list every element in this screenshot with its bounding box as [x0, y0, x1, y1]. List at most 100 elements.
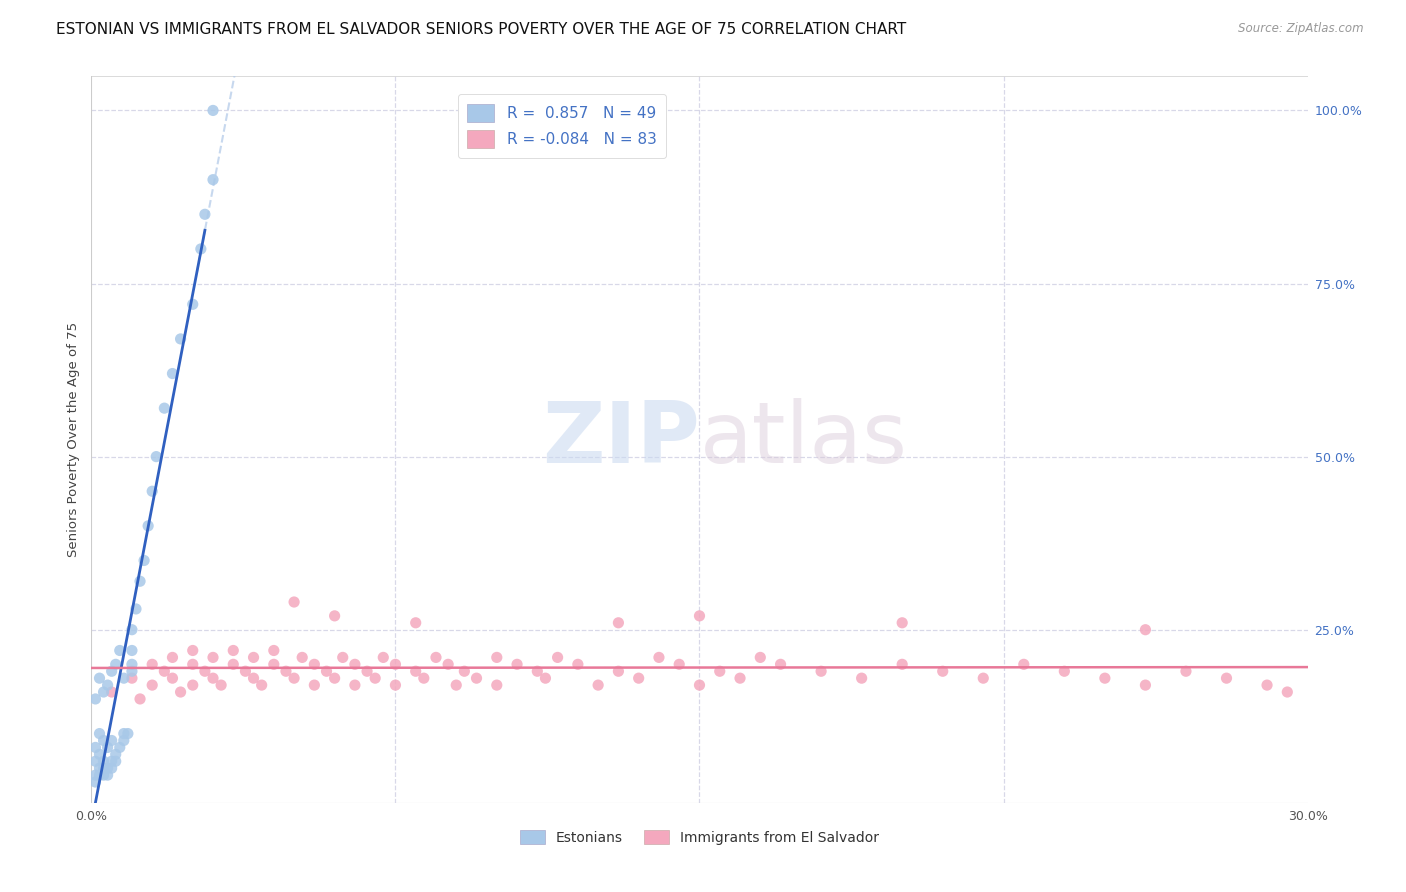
Point — [688, 608, 710, 623]
Point — [84, 692, 107, 706]
Point — [567, 657, 589, 672]
Point — [141, 657, 163, 672]
Point — [84, 754, 107, 768]
Point — [931, 665, 953, 679]
Point — [373, 650, 395, 665]
Point — [851, 671, 873, 685]
Text: ESTONIAN VS IMMIGRANTS FROM EL SALVADOR SENIORS POVERTY OVER THE AGE OF 75 CORRE: ESTONIAN VS IMMIGRANTS FROM EL SALVADOR … — [56, 22, 907, 37]
Point — [688, 678, 710, 692]
Point — [93, 685, 115, 699]
Point — [100, 665, 122, 679]
Point — [121, 671, 143, 685]
Point — [323, 608, 346, 623]
Point — [153, 401, 176, 416]
Point — [145, 450, 167, 464]
Point — [444, 678, 467, 692]
Text: ZIP: ZIP — [541, 398, 699, 481]
Point — [190, 242, 212, 256]
Point — [222, 643, 245, 657]
Point — [112, 671, 135, 685]
Point — [84, 775, 107, 789]
Point — [84, 768, 107, 782]
Point — [343, 657, 366, 672]
Point — [93, 761, 115, 775]
Point — [1215, 671, 1237, 685]
Point — [356, 665, 378, 679]
Point — [125, 602, 148, 616]
Point — [453, 665, 475, 679]
Point — [93, 733, 115, 747]
Point — [405, 665, 427, 679]
Point — [104, 747, 127, 762]
Point — [485, 650, 508, 665]
Point — [526, 665, 548, 679]
Text: atlas: atlas — [699, 398, 907, 481]
Point — [108, 643, 131, 657]
Point — [104, 657, 127, 672]
Point — [117, 726, 139, 740]
Point — [405, 615, 427, 630]
Point — [202, 671, 225, 685]
Point — [169, 685, 191, 699]
Point — [108, 740, 131, 755]
Point — [485, 678, 508, 692]
Point — [235, 665, 257, 679]
Point — [97, 740, 120, 755]
Point — [162, 650, 184, 665]
Legend: Estonians, Immigrants from El Salvador: Estonians, Immigrants from El Salvador — [515, 824, 884, 850]
Point — [104, 754, 127, 768]
Point — [89, 671, 111, 685]
Point — [242, 671, 264, 685]
Point — [93, 754, 115, 768]
Point — [810, 665, 832, 679]
Point — [972, 671, 994, 685]
Point — [749, 650, 772, 665]
Point — [129, 692, 152, 706]
Point — [97, 768, 120, 782]
Point — [141, 484, 163, 499]
Point — [162, 367, 184, 381]
Point — [202, 650, 225, 665]
Point — [194, 207, 217, 221]
Point — [181, 657, 204, 672]
Point — [291, 650, 314, 665]
Point — [1277, 685, 1299, 699]
Point — [1256, 678, 1278, 692]
Point — [121, 623, 143, 637]
Point — [364, 671, 387, 685]
Point — [194, 665, 217, 679]
Point — [607, 665, 630, 679]
Point — [129, 574, 152, 589]
Point — [607, 615, 630, 630]
Point — [315, 665, 337, 679]
Point — [100, 754, 122, 768]
Point — [437, 657, 460, 672]
Point — [153, 665, 176, 679]
Point — [1053, 665, 1076, 679]
Point — [304, 678, 326, 692]
Point — [384, 678, 406, 692]
Point — [132, 553, 155, 567]
Point — [1135, 678, 1157, 692]
Point — [181, 297, 204, 311]
Point — [547, 650, 569, 665]
Point — [121, 643, 143, 657]
Point — [169, 332, 191, 346]
Point — [332, 650, 354, 665]
Point — [769, 657, 792, 672]
Point — [263, 657, 285, 672]
Point — [668, 657, 690, 672]
Point — [283, 671, 305, 685]
Point — [323, 671, 346, 685]
Point — [112, 726, 135, 740]
Point — [412, 671, 434, 685]
Point — [89, 747, 111, 762]
Point — [343, 678, 366, 692]
Point — [89, 761, 111, 775]
Point — [121, 657, 143, 672]
Point — [304, 657, 326, 672]
Point — [263, 643, 285, 657]
Point — [100, 733, 122, 747]
Point — [136, 519, 159, 533]
Point — [465, 671, 488, 685]
